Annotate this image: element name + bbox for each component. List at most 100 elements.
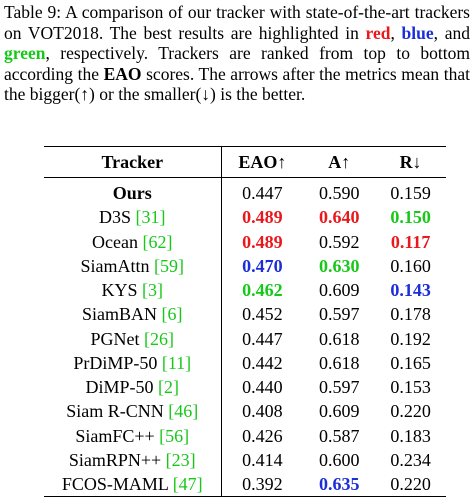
metric-value: 0.160 bbox=[390, 255, 431, 276]
metric-value: 0.220 bbox=[390, 474, 431, 495]
citation: [56] bbox=[159, 425, 190, 446]
metric-cell: 0.414 bbox=[221, 448, 303, 472]
citation: [6] bbox=[161, 304, 183, 325]
metric-value: 0.489 bbox=[242, 207, 283, 228]
tracker-name: SiamFC++ bbox=[75, 425, 155, 446]
metric-cell: 0.452 bbox=[221, 302, 303, 326]
metric-cell: 0.587 bbox=[303, 424, 375, 448]
tracker-cell: DiMP-50 [2] bbox=[44, 375, 222, 400]
metric-value: 0.447 bbox=[242, 328, 283, 349]
tracker-cell: Siam R-CNN [46] bbox=[44, 399, 222, 424]
metric-value: 0.143 bbox=[390, 280, 431, 301]
metric-cell: 0.117 bbox=[375, 230, 446, 254]
metric-cell: 0.635 bbox=[303, 472, 375, 497]
tracker-cell: SiamAttn [59] bbox=[44, 253, 222, 278]
citation: [47] bbox=[172, 474, 203, 495]
metric-value: 0.442 bbox=[242, 352, 283, 373]
metric-value: 0.618 bbox=[318, 328, 360, 349]
tracker-name: SiamBAN bbox=[82, 304, 158, 325]
metric-cell: 0.462 bbox=[221, 278, 303, 302]
table-row: SiamRPN++ [23] 0.414 0.600 0.234 bbox=[44, 447, 446, 472]
table-row: Ours 0.447 0.590 0.159 bbox=[44, 177, 446, 206]
metric-value: 0.447 bbox=[242, 183, 283, 204]
metric-cell: 0.234 bbox=[375, 448, 446, 472]
metric-value: 0.600 bbox=[318, 449, 360, 470]
metric-value: 0.117 bbox=[390, 231, 431, 252]
table-row: FCOS-MAML [47] 0.392 0.635 0.220 bbox=[44, 472, 446, 497]
tracker-name: D3S bbox=[99, 207, 132, 228]
results-table: Tracker EAO↑ A↑ R↓ Ours 0.447 0.590 0.159 D3S [… bbox=[44, 146, 446, 497]
tracker-cell: Ours bbox=[44, 177, 222, 206]
citation: [59] bbox=[154, 255, 185, 276]
table-row: SiamFC++ [56] 0.426 0.587 0.183 bbox=[44, 423, 446, 448]
metric-cell: 0.618 bbox=[303, 351, 375, 375]
caption-text: , and bbox=[433, 22, 470, 43]
column-header: Tracker bbox=[44, 146, 222, 178]
tracker-cell: PrDiMP-50 [11] bbox=[44, 350, 222, 375]
metric-value: 0.462 bbox=[242, 280, 283, 301]
metric-value: 0.640 bbox=[318, 207, 360, 228]
metric-cell: 0.165 bbox=[375, 351, 446, 375]
table-row: SiamBAN [6] 0.452 0.597 0.178 bbox=[44, 302, 446, 327]
metric-cell: 0.640 bbox=[303, 205, 375, 229]
citation: [23] bbox=[165, 449, 196, 470]
metric-cell: 0.447 bbox=[221, 178, 303, 206]
metric-value: 0.426 bbox=[242, 425, 283, 446]
metric-value: 0.489 bbox=[242, 231, 283, 252]
tracker-cell: SiamFC++ [56] bbox=[44, 423, 222, 448]
metric-cell: 0.426 bbox=[221, 424, 303, 448]
tracker-name: SiamRPN++ bbox=[68, 449, 162, 470]
metric-value: 0.192 bbox=[390, 328, 431, 349]
caption-text: scores. The arrows after the metrics mea… bbox=[4, 63, 471, 105]
metric-cell: 0.609 bbox=[303, 399, 375, 423]
metric-value: 0.150 bbox=[390, 207, 431, 228]
header-row: Tracker EAO↑ A↑ R↓ bbox=[44, 146, 446, 178]
citation: [46] bbox=[168, 401, 199, 422]
metric-value: 0.220 bbox=[390, 401, 431, 422]
caption-text: red bbox=[365, 22, 391, 43]
metric-cell: 0.153 bbox=[375, 375, 446, 399]
metric-value: 0.392 bbox=[242, 474, 283, 495]
metric-cell: 0.447 bbox=[221, 327, 303, 351]
column-header: R↓ bbox=[399, 152, 422, 172]
table-row: DiMP-50 [2] 0.440 0.597 0.153 bbox=[44, 375, 446, 400]
tracker-name: FCOS-MAML bbox=[61, 474, 169, 495]
metric-cell: 0.442 bbox=[221, 351, 303, 375]
table-row: KYS [3] 0.462 0.609 0.143 bbox=[44, 278, 446, 303]
metric-cell: 0.590 bbox=[303, 178, 375, 206]
tracker-name: SiamAttn bbox=[80, 255, 150, 276]
metric-value: 0.609 bbox=[318, 401, 360, 422]
caption-text: blue bbox=[401, 22, 434, 43]
column-header: EAO↑ bbox=[238, 152, 287, 172]
metric-cell: 0.470 bbox=[221, 254, 303, 278]
table-row: D3S [31] 0.489 0.640 0.150 bbox=[44, 205, 446, 230]
metric-cell: 0.183 bbox=[375, 424, 446, 448]
metric-value: 0.592 bbox=[318, 231, 360, 252]
metric-value: 0.587 bbox=[318, 425, 360, 446]
metric-value: 0.452 bbox=[242, 304, 283, 325]
metric-value: 0.159 bbox=[390, 183, 431, 204]
caption-text: , bbox=[390, 22, 402, 43]
table-row: PGNet [26] 0.447 0.618 0.192 bbox=[44, 326, 446, 351]
metric-value: 0.414 bbox=[242, 449, 283, 470]
metric-cell: 0.160 bbox=[375, 254, 446, 278]
tracker-cell: FCOS-MAML [47] bbox=[44, 472, 222, 497]
metric-value: 0.597 bbox=[318, 304, 360, 325]
tracker-cell: D3S [31] bbox=[44, 205, 222, 230]
metric-value: 0.597 bbox=[318, 377, 360, 398]
table-row: SiamAttn [59] 0.470 0.630 0.160 bbox=[44, 253, 446, 278]
tracker-name: KYS bbox=[101, 280, 138, 301]
citation: [31] bbox=[135, 207, 166, 228]
metric-cell: 0.592 bbox=[303, 230, 375, 254]
metric-value: 0.234 bbox=[390, 449, 431, 470]
tracker-name: Ours bbox=[112, 183, 152, 204]
citation: [26] bbox=[144, 328, 175, 349]
metric-value: 0.408 bbox=[242, 401, 283, 422]
metric-value: 0.165 bbox=[390, 352, 431, 373]
tracker-cell: KYS [3] bbox=[44, 278, 222, 303]
table-row: Ocean [62] 0.489 0.592 0.117 bbox=[44, 229, 446, 254]
metric-cell: 0.143 bbox=[375, 278, 446, 302]
metric-cell: 0.408 bbox=[221, 399, 303, 423]
metric-cell: 0.489 bbox=[221, 230, 303, 254]
